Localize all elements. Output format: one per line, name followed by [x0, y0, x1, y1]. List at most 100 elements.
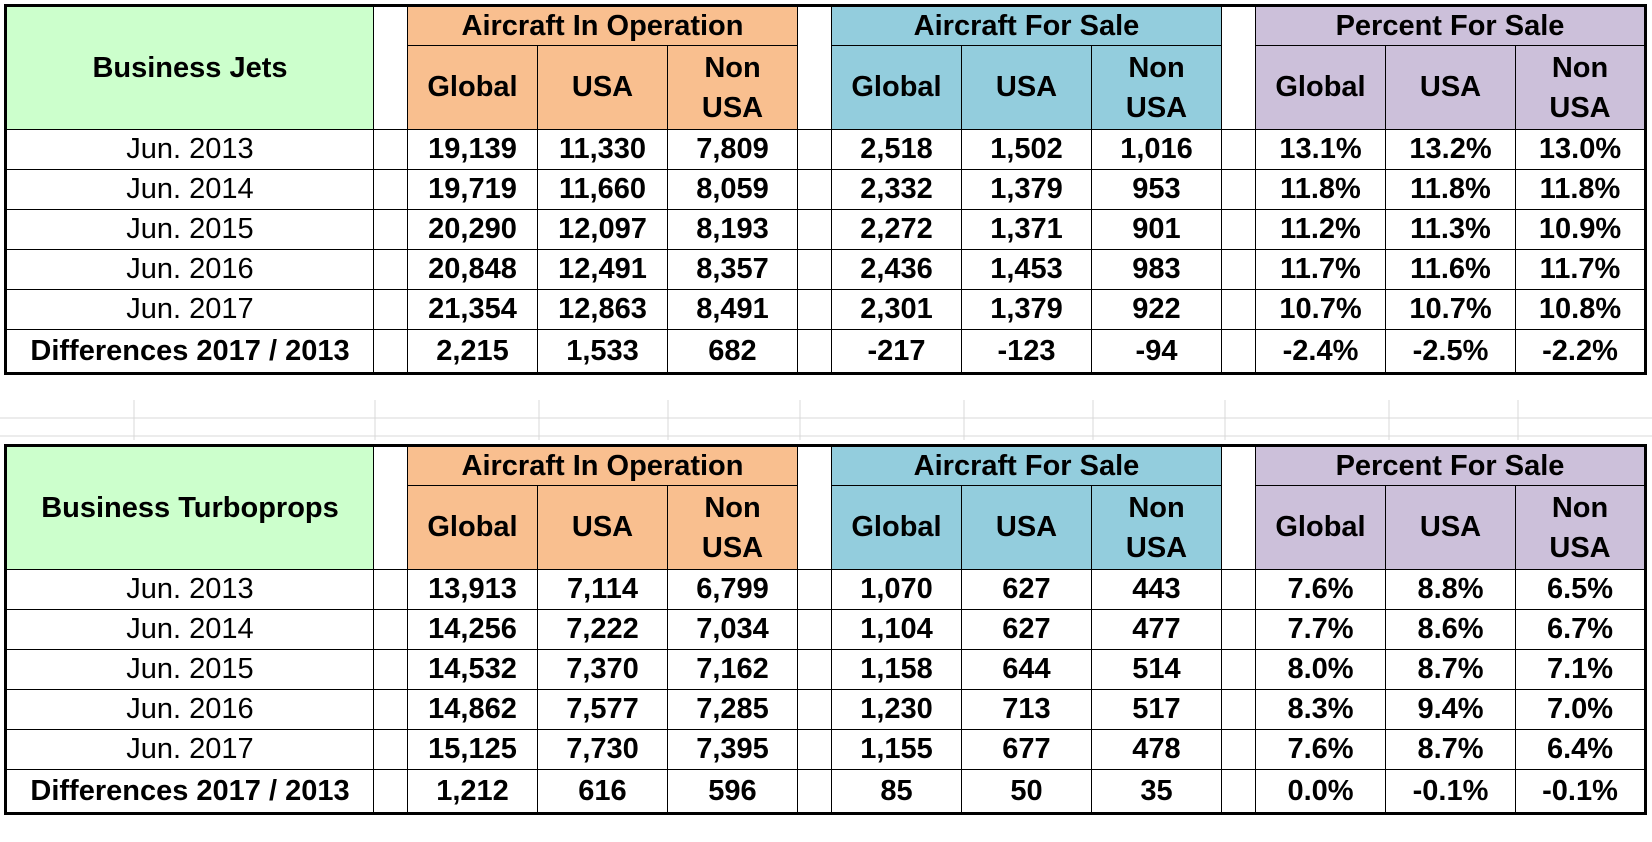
value-cell[interactable]: 13.0% — [1515, 129, 1646, 170]
operation-group-header[interactable]: Aircraft In Operation — [407, 445, 798, 486]
row-label[interactable]: Jun. 2017 — [5, 289, 374, 330]
non-usa-column-header[interactable]: Non USA — [667, 485, 798, 570]
value-cell[interactable]: 2,436 — [831, 249, 962, 290]
value-cell[interactable]: 14,256 — [407, 609, 538, 650]
spacer-cell[interactable] — [797, 569, 832, 610]
spacer-cell[interactable] — [797, 769, 832, 814]
value-cell[interactable]: 7.7% — [1255, 609, 1386, 650]
difference-value-cell[interactable]: 1,533 — [537, 329, 668, 374]
usa-column-header[interactable]: USA — [1385, 485, 1516, 570]
usa-column-header[interactable]: USA — [1385, 45, 1516, 130]
difference-value-cell[interactable]: -2.5% — [1385, 329, 1516, 374]
spacer-cell[interactable] — [1221, 249, 1256, 290]
value-cell[interactable]: 11.8% — [1385, 169, 1516, 210]
value-cell[interactable]: 514 — [1091, 649, 1222, 690]
difference-value-cell[interactable]: 35 — [1091, 769, 1222, 814]
difference-value-cell[interactable]: -0.1% — [1385, 769, 1516, 814]
value-cell[interactable]: 1,371 — [961, 209, 1092, 250]
value-cell[interactable]: 12,491 — [537, 249, 668, 290]
value-cell[interactable]: 10.7% — [1385, 289, 1516, 330]
row-label[interactable]: Jun. 2013 — [5, 569, 374, 610]
value-cell[interactable]: 11,660 — [537, 169, 668, 210]
non-usa-column-header[interactable]: Non USA — [1091, 485, 1222, 570]
value-cell[interactable]: 7,034 — [667, 609, 798, 650]
value-cell[interactable]: 953 — [1091, 169, 1222, 210]
value-cell[interactable]: 713 — [961, 689, 1092, 730]
non-usa-column-header[interactable]: Non USA — [1515, 45, 1646, 130]
value-cell[interactable]: 7.0% — [1515, 689, 1646, 730]
difference-value-cell[interactable]: -217 — [831, 329, 962, 374]
spacer-cell[interactable] — [373, 209, 408, 250]
value-cell[interactable]: 7,370 — [537, 649, 668, 690]
value-cell[interactable]: 677 — [961, 729, 1092, 770]
spacer-cell[interactable] — [1221, 609, 1256, 650]
value-cell[interactable]: 8,491 — [667, 289, 798, 330]
value-cell[interactable]: 8.7% — [1385, 649, 1516, 690]
spacer-cell[interactable] — [1221, 729, 1256, 770]
value-cell[interactable]: 2,332 — [831, 169, 962, 210]
value-cell[interactable]: 7,285 — [667, 689, 798, 730]
for-sale-group-header[interactable]: Aircraft For Sale — [831, 5, 1222, 46]
spacer-cell[interactable] — [1221, 569, 1256, 610]
value-cell[interactable]: 8.8% — [1385, 569, 1516, 610]
value-cell[interactable]: 7,577 — [537, 689, 668, 730]
value-cell[interactable]: 922 — [1091, 289, 1222, 330]
value-cell[interactable]: 7.1% — [1515, 649, 1646, 690]
spacer-cell[interactable] — [797, 209, 832, 250]
row-label[interactable]: Jun. 2016 — [5, 689, 374, 730]
value-cell[interactable]: 1,155 — [831, 729, 962, 770]
spacer-cell[interactable] — [1221, 689, 1256, 730]
global-column-header[interactable]: Global — [1255, 485, 1386, 570]
value-cell[interactable]: 12,863 — [537, 289, 668, 330]
difference-value-cell[interactable]: 1,212 — [407, 769, 538, 814]
value-cell[interactable]: 1,016 — [1091, 129, 1222, 170]
global-column-header[interactable]: Global — [407, 485, 538, 570]
global-column-header[interactable]: Global — [831, 485, 962, 570]
value-cell[interactable]: 8.6% — [1385, 609, 1516, 650]
value-cell[interactable]: 1,230 — [831, 689, 962, 730]
spacer-cell[interactable] — [373, 169, 408, 210]
value-cell[interactable]: 13.1% — [1255, 129, 1386, 170]
usa-column-header[interactable]: USA — [537, 45, 668, 130]
value-cell[interactable]: 10.9% — [1515, 209, 1646, 250]
usa-column-header[interactable]: USA — [961, 45, 1092, 130]
value-cell[interactable]: 1,453 — [961, 249, 1092, 290]
value-cell[interactable]: 7,730 — [537, 729, 668, 770]
value-cell[interactable]: 6.7% — [1515, 609, 1646, 650]
spacer-cell[interactable] — [797, 609, 832, 650]
row-label[interactable]: Jun. 2014 — [5, 169, 374, 210]
value-cell[interactable]: 11.2% — [1255, 209, 1386, 250]
spacer-cell[interactable] — [1221, 5, 1256, 130]
value-cell[interactable]: 8.0% — [1255, 649, 1386, 690]
row-label[interactable]: Jun. 2013 — [5, 129, 374, 170]
value-cell[interactable]: 7,114 — [537, 569, 668, 610]
row-label[interactable]: Jun. 2016 — [5, 249, 374, 290]
value-cell[interactable]: 627 — [961, 609, 1092, 650]
spacer-cell[interactable] — [373, 689, 408, 730]
value-cell[interactable]: 6.5% — [1515, 569, 1646, 610]
value-cell[interactable]: 8,059 — [667, 169, 798, 210]
spacer-cell[interactable] — [373, 729, 408, 770]
value-cell[interactable]: 8.3% — [1255, 689, 1386, 730]
value-cell[interactable]: 11.6% — [1385, 249, 1516, 290]
table-title[interactable]: Business Turboprops — [5, 445, 374, 570]
value-cell[interactable]: 443 — [1091, 569, 1222, 610]
non-usa-column-header[interactable]: Non USA — [1091, 45, 1222, 130]
difference-value-cell[interactable]: 596 — [667, 769, 798, 814]
spacer-cell[interactable] — [1221, 209, 1256, 250]
difference-value-cell[interactable]: -2.2% — [1515, 329, 1646, 374]
difference-value-cell[interactable]: -0.1% — [1515, 769, 1646, 814]
value-cell[interactable]: 7.6% — [1255, 569, 1386, 610]
value-cell[interactable]: 6.4% — [1515, 729, 1646, 770]
value-cell[interactable]: 2,301 — [831, 289, 962, 330]
spacer-cell[interactable] — [373, 769, 408, 814]
differences-label[interactable]: Differences 2017 / 2013 — [5, 769, 374, 814]
table-title[interactable]: Business Jets — [5, 5, 374, 130]
spacer-cell[interactable] — [373, 609, 408, 650]
value-cell[interactable]: 983 — [1091, 249, 1222, 290]
value-cell[interactable]: 19,139 — [407, 129, 538, 170]
spacer-cell[interactable] — [1221, 769, 1256, 814]
spacer-cell[interactable] — [373, 569, 408, 610]
value-cell[interactable]: 7,222 — [537, 609, 668, 650]
spacer-cell[interactable] — [1221, 649, 1256, 690]
